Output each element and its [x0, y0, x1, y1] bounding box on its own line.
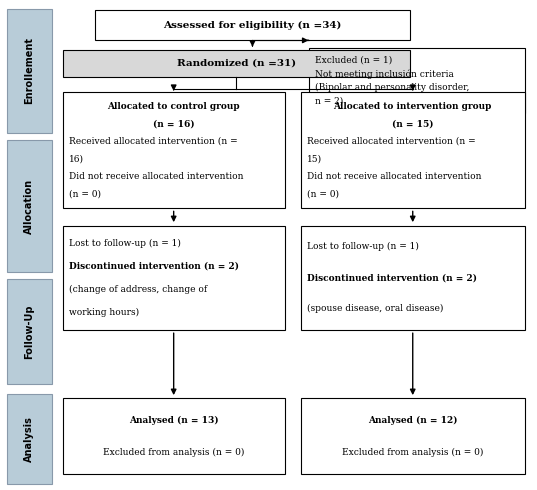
- Text: (change of address, change of: (change of address, change of: [69, 285, 207, 294]
- Bar: [301, 92, 525, 208]
- Text: Lost to follow-up (n = 1): Lost to follow-up (n = 1): [69, 239, 181, 247]
- Text: Discontinued intervention (n = 2): Discontinued intervention (n = 2): [307, 273, 477, 282]
- Bar: [301, 398, 525, 474]
- Bar: [7, 140, 52, 272]
- Text: (Bipolar and personality disorder,: (Bipolar and personality disorder,: [315, 83, 469, 92]
- Bar: [7, 279, 52, 384]
- Bar: [7, 9, 52, 133]
- Text: Enrollement: Enrollement: [25, 37, 34, 104]
- Bar: [63, 225, 285, 330]
- Text: Analysed (n = 12): Analysed (n = 12): [368, 416, 458, 425]
- Text: Lost to follow-up (n = 1): Lost to follow-up (n = 1): [307, 243, 419, 251]
- Text: Not meeting inclusión criteria: Not meeting inclusión criteria: [315, 69, 454, 78]
- Text: Analysed (n = 13): Analysed (n = 13): [129, 416, 219, 425]
- Text: 15): 15): [307, 154, 322, 163]
- Text: Received allocated intervention (n =: Received allocated intervention (n =: [307, 137, 476, 146]
- Text: (n = 16): (n = 16): [153, 119, 194, 128]
- Bar: [63, 50, 410, 77]
- Text: (n = 0): (n = 0): [69, 189, 101, 198]
- Text: (n = 0): (n = 0): [307, 189, 339, 198]
- Text: working hours): working hours): [69, 308, 140, 318]
- Bar: [63, 398, 285, 474]
- Bar: [7, 393, 52, 484]
- Bar: [95, 10, 410, 40]
- Text: Excluded from analysis (n = 0): Excluded from analysis (n = 0): [103, 448, 244, 457]
- Text: n = 2): n = 2): [315, 97, 343, 105]
- Bar: [309, 48, 525, 114]
- Bar: [63, 92, 285, 208]
- Text: Follow-Up: Follow-Up: [25, 304, 34, 359]
- Text: Received allocated intervention (n =: Received allocated intervention (n =: [69, 137, 238, 146]
- Text: Excluded from analysis (n = 0): Excluded from analysis (n = 0): [342, 448, 483, 457]
- Text: Randomized (n =31): Randomized (n =31): [177, 59, 296, 68]
- Text: Allocated to control group: Allocated to control group: [107, 101, 240, 111]
- Text: Allocated to intervention group: Allocated to intervention group: [333, 101, 492, 111]
- Text: (n = 15): (n = 15): [392, 119, 433, 128]
- Text: Did not receive allocated intervention: Did not receive allocated intervention: [69, 172, 244, 181]
- Text: Analysis: Analysis: [25, 416, 34, 462]
- Text: Did not receive allocated intervention: Did not receive allocated intervention: [307, 172, 482, 181]
- Text: Discontinued intervention (n = 2): Discontinued intervention (n = 2): [69, 262, 240, 271]
- Text: Allocation: Allocation: [25, 178, 34, 234]
- Text: (spouse disease, oral disease): (spouse disease, oral disease): [307, 304, 444, 314]
- Text: Assessed for eligibility (n =34): Assessed for eligibility (n =34): [163, 21, 342, 30]
- Text: Excluded (n = 1): Excluded (n = 1): [315, 56, 392, 65]
- Text: 16): 16): [69, 154, 84, 163]
- Bar: [301, 225, 525, 330]
